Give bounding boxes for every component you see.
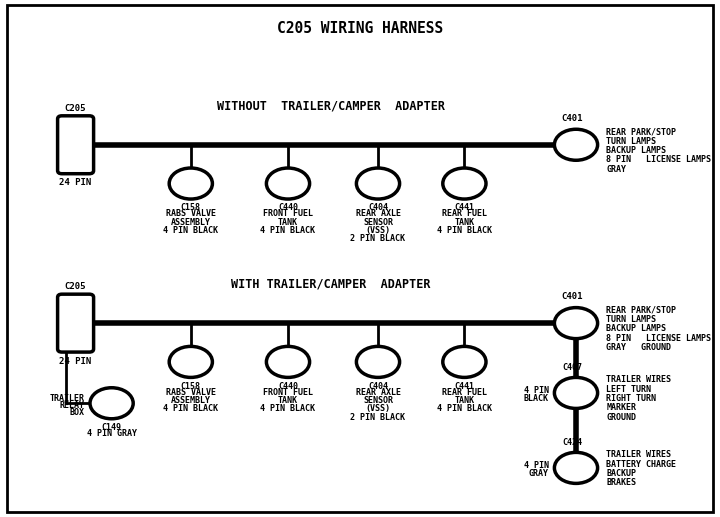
Circle shape xyxy=(356,346,400,377)
FancyBboxPatch shape xyxy=(58,294,94,352)
Circle shape xyxy=(169,168,212,199)
Text: BACKUP LAMPS: BACKUP LAMPS xyxy=(606,324,666,333)
Text: C441: C441 xyxy=(454,203,474,212)
Text: SENSOR: SENSOR xyxy=(363,218,393,226)
Text: BOX: BOX xyxy=(69,408,84,417)
Circle shape xyxy=(90,388,133,419)
Text: C440: C440 xyxy=(278,382,298,390)
Text: 4 PIN: 4 PIN xyxy=(523,386,549,395)
Text: TRAILER: TRAILER xyxy=(49,393,84,403)
Text: C401: C401 xyxy=(562,293,583,301)
Circle shape xyxy=(443,168,486,199)
Text: TANK: TANK xyxy=(454,396,474,405)
Text: BACKUP LAMPS: BACKUP LAMPS xyxy=(606,146,666,155)
Text: BLACK: BLACK xyxy=(523,393,549,403)
Text: RELAY: RELAY xyxy=(59,401,84,410)
Text: BRAKES: BRAKES xyxy=(606,478,636,488)
Circle shape xyxy=(443,346,486,377)
Circle shape xyxy=(554,129,598,160)
Text: MARKER: MARKER xyxy=(606,403,636,413)
Text: C205 WIRING HARNESS: C205 WIRING HARNESS xyxy=(277,21,443,36)
Text: REAR AXLE: REAR AXLE xyxy=(356,388,400,397)
Text: BACKUP: BACKUP xyxy=(606,469,636,478)
Text: C424: C424 xyxy=(562,438,582,447)
Circle shape xyxy=(356,168,400,199)
Text: RABS VALVE: RABS VALVE xyxy=(166,209,216,218)
Text: 4 PIN BLACK: 4 PIN BLACK xyxy=(261,226,315,235)
Text: LEFT TURN: LEFT TURN xyxy=(606,385,652,394)
Text: 4 PIN BLACK: 4 PIN BLACK xyxy=(163,226,218,235)
Text: TANK: TANK xyxy=(278,218,298,226)
FancyBboxPatch shape xyxy=(58,116,94,174)
Text: TURN LAMPS: TURN LAMPS xyxy=(606,315,656,324)
Text: GRAY: GRAY xyxy=(528,468,549,478)
Circle shape xyxy=(266,346,310,377)
Text: REAR PARK/STOP: REAR PARK/STOP xyxy=(606,127,676,136)
Text: C407: C407 xyxy=(562,363,582,372)
Text: 4 PIN BLACK: 4 PIN BLACK xyxy=(437,226,492,235)
Circle shape xyxy=(169,346,212,377)
Text: C441: C441 xyxy=(454,382,474,390)
Text: C205: C205 xyxy=(65,104,86,113)
Text: WITHOUT  TRAILER/CAMPER  ADAPTER: WITHOUT TRAILER/CAMPER ADAPTER xyxy=(217,99,445,113)
Text: C149: C149 xyxy=(102,423,122,432)
Circle shape xyxy=(554,308,598,339)
Text: ASSEMBLY: ASSEMBLY xyxy=(171,218,211,226)
Text: TANK: TANK xyxy=(278,396,298,405)
Text: C404: C404 xyxy=(368,203,388,212)
Text: GRAY: GRAY xyxy=(606,164,626,174)
Text: FRONT FUEL: FRONT FUEL xyxy=(263,209,313,218)
Text: 4 PIN BLACK: 4 PIN BLACK xyxy=(163,404,218,413)
Text: 2 PIN BLACK: 2 PIN BLACK xyxy=(351,234,405,243)
Text: C440: C440 xyxy=(278,203,298,212)
Text: 8 PIN   LICENSE LAMPS: 8 PIN LICENSE LAMPS xyxy=(606,333,711,343)
Text: BATTERY CHARGE: BATTERY CHARGE xyxy=(606,460,676,469)
Circle shape xyxy=(554,377,598,408)
Text: TRAILER WIRES: TRAILER WIRES xyxy=(606,450,671,460)
Text: GROUND: GROUND xyxy=(606,413,636,422)
Text: 24 PIN: 24 PIN xyxy=(60,357,91,366)
FancyBboxPatch shape xyxy=(7,5,713,512)
Text: C205: C205 xyxy=(65,282,86,291)
Text: 2 PIN BLACK: 2 PIN BLACK xyxy=(351,413,405,421)
Text: TANK: TANK xyxy=(454,218,474,226)
Text: SENSOR: SENSOR xyxy=(363,396,393,405)
Text: C158: C158 xyxy=(181,382,201,390)
Text: 24 PIN: 24 PIN xyxy=(60,178,91,187)
Text: RABS VALVE: RABS VALVE xyxy=(166,388,216,397)
Text: C404: C404 xyxy=(368,382,388,390)
Text: 4 PIN: 4 PIN xyxy=(523,461,549,470)
Text: REAR FUEL: REAR FUEL xyxy=(442,209,487,218)
Text: (VSS): (VSS) xyxy=(366,404,390,413)
Text: RIGHT TURN: RIGHT TURN xyxy=(606,394,656,403)
Text: TRAILER WIRES: TRAILER WIRES xyxy=(606,375,671,385)
Text: 4 PIN BLACK: 4 PIN BLACK xyxy=(261,404,315,413)
Text: 8 PIN   LICENSE LAMPS: 8 PIN LICENSE LAMPS xyxy=(606,155,711,164)
Text: REAR AXLE: REAR AXLE xyxy=(356,209,400,218)
Text: REAR FUEL: REAR FUEL xyxy=(442,388,487,397)
Circle shape xyxy=(266,168,310,199)
Circle shape xyxy=(554,452,598,483)
Text: (VSS): (VSS) xyxy=(366,226,390,235)
Text: GRAY   GROUND: GRAY GROUND xyxy=(606,343,671,352)
Text: WITH TRAILER/CAMPER  ADAPTER: WITH TRAILER/CAMPER ADAPTER xyxy=(231,278,431,291)
Text: ASSEMBLY: ASSEMBLY xyxy=(171,396,211,405)
Text: FRONT FUEL: FRONT FUEL xyxy=(263,388,313,397)
Text: 4 PIN BLACK: 4 PIN BLACK xyxy=(437,404,492,413)
Text: TURN LAMPS: TURN LAMPS xyxy=(606,136,656,146)
Text: C158: C158 xyxy=(181,203,201,212)
Text: 4 PIN GRAY: 4 PIN GRAY xyxy=(86,429,137,438)
Text: REAR PARK/STOP: REAR PARK/STOP xyxy=(606,306,676,315)
Text: C401: C401 xyxy=(562,114,583,123)
